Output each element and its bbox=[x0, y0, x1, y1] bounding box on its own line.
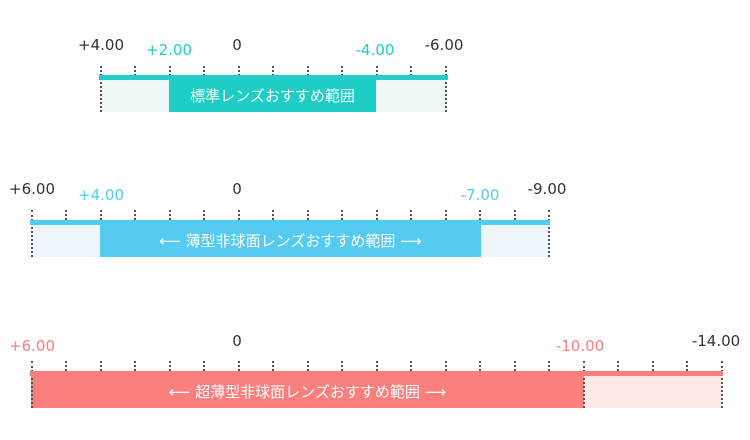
standard-tick bbox=[100, 66, 102, 112]
standard-tick bbox=[238, 66, 240, 76]
thin-tick bbox=[238, 210, 240, 220]
thin-tick bbox=[445, 210, 447, 220]
thin-tick bbox=[169, 210, 171, 220]
ultra-thin-tick bbox=[410, 361, 412, 371]
standard-tick bbox=[272, 66, 274, 76]
ultra-thin-tick bbox=[307, 361, 309, 371]
ultra-thin-tick bbox=[238, 361, 240, 371]
thin-tick bbox=[376, 210, 378, 220]
ultra-thin-tick bbox=[169, 361, 171, 371]
ultra-thin-tick bbox=[617, 361, 619, 371]
ultra-thin-tick bbox=[652, 361, 654, 371]
standard-range-label: 標準レンズおすすめ範囲 bbox=[190, 87, 355, 105]
standard-scale-line bbox=[99, 75, 448, 80]
thin-recommended-range: ⟵ 薄型非球面レンズおすすめ範囲 ⟶ bbox=[100, 224, 481, 257]
thin-rec-max-label: -7.00 bbox=[460, 186, 500, 204]
thin-range-label: ⟵ 薄型非球面レンズおすすめ範囲 ⟶ bbox=[159, 232, 422, 250]
ultra-thin-tick bbox=[134, 361, 136, 371]
ultra-thin-tick bbox=[203, 361, 205, 371]
standard-tick bbox=[134, 66, 136, 76]
thin-max-label: -9.00 bbox=[527, 180, 567, 198]
thin-scale-line bbox=[30, 220, 550, 225]
thin-tick bbox=[514, 210, 516, 220]
thin-tick bbox=[548, 210, 550, 257]
standard-tick bbox=[410, 66, 412, 76]
ultra-thin-tick bbox=[686, 361, 688, 371]
ultra-thin-range-label: ⟵ 超薄型非球面レンズおすすめ範囲 ⟶ bbox=[168, 383, 447, 401]
standard-tick bbox=[307, 66, 309, 76]
ultra-thin-rec-max-label: -10.00 bbox=[555, 337, 605, 355]
thin-tick bbox=[31, 210, 33, 257]
ultra-thin-tick bbox=[583, 361, 585, 408]
ultra-thin-tick bbox=[376, 361, 378, 371]
ultra-thin-min-label: +6.00 bbox=[9, 337, 55, 355]
standard-min-label: +4.00 bbox=[78, 36, 124, 54]
ultra-thin-tick bbox=[445, 361, 447, 371]
standard-rec-min-label: +2.00 bbox=[146, 41, 192, 59]
ultra-thin-tick bbox=[100, 361, 102, 371]
standard-tick bbox=[376, 66, 378, 76]
standard-tick bbox=[445, 66, 447, 112]
ultra-thin-tick bbox=[65, 361, 67, 371]
ultra-thin-scale-line bbox=[30, 371, 723, 376]
ultra-thin-tick bbox=[31, 361, 33, 408]
ultra-thin-tick bbox=[548, 361, 550, 371]
standard-tick bbox=[341, 66, 343, 76]
standard-recommended-range: 標準レンズおすすめ範囲 bbox=[169, 79, 376, 112]
ultra-thin-max-label: -14.00 bbox=[691, 332, 741, 350]
ultra-thin-tick bbox=[721, 361, 723, 408]
thin-tick bbox=[100, 210, 102, 220]
thin-zero-label: 0 bbox=[232, 180, 242, 198]
thin-min-label: +6.00 bbox=[9, 180, 55, 198]
ultra-thin-tick bbox=[272, 361, 274, 371]
thin-tick bbox=[203, 210, 205, 220]
thin-tick bbox=[307, 210, 309, 220]
standard-rec-max-label: -4.00 bbox=[355, 41, 395, 59]
thin-tick bbox=[65, 210, 67, 220]
ultra-thin-tick bbox=[479, 361, 481, 371]
thin-tick bbox=[272, 210, 274, 220]
standard-tick bbox=[169, 66, 171, 76]
standard-zero-label: 0 bbox=[232, 36, 242, 54]
ultra-thin-recommended-range: ⟵ 超薄型非球面レンズおすすめ範囲 ⟶ bbox=[31, 375, 584, 408]
thin-rec-min-label: +4.00 bbox=[78, 186, 124, 204]
ultra-thin-tick bbox=[514, 361, 516, 371]
ultra-thin-tick bbox=[341, 361, 343, 371]
standard-tick bbox=[203, 66, 205, 76]
standard-max-label: -6.00 bbox=[424, 36, 464, 54]
thin-tick bbox=[341, 210, 343, 220]
thin-tick bbox=[410, 210, 412, 220]
thin-tick bbox=[479, 210, 481, 220]
ultra-thin-zero-label: 0 bbox=[232, 332, 242, 350]
thin-tick bbox=[134, 210, 136, 220]
